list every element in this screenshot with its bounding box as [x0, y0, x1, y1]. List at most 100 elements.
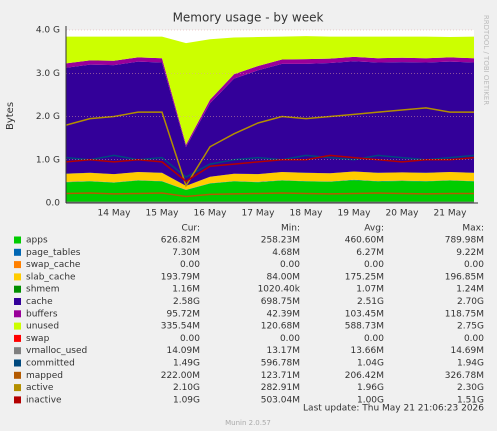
stat-value: 1.24M [456, 285, 484, 295]
stat-value: 1.49G [173, 359, 200, 369]
y-tick-label: 4.0 G [36, 26, 60, 36]
stat-value: 0.00 [180, 334, 200, 344]
stat-header: Min: [281, 224, 300, 234]
last-update: Last update: Thu May 21 21:06:23 2026 [303, 404, 484, 414]
area [66, 171, 474, 190]
stat-value: 2.51G [357, 297, 384, 307]
stat-value: 193.79M [161, 272, 200, 282]
legend-label: mapped [26, 371, 63, 381]
y-axis-label: Bytes [5, 102, 16, 130]
stat-value: 2.10G [173, 383, 200, 393]
x-tick-label: 17 May [242, 209, 276, 219]
stat-value: 14.69M [450, 346, 484, 356]
stat-value: 7.30M [172, 248, 200, 258]
legend-swatch [14, 248, 21, 256]
stat-value: 1.96G [357, 383, 384, 393]
stat-value: 282.91M [261, 383, 300, 393]
legend-label: vmalloc_used [26, 346, 87, 356]
stat-value: 103.45M [345, 309, 384, 319]
stat-value: 460.60M [345, 236, 384, 246]
legend-label: unused [26, 322, 59, 332]
stat-value: 0.00 [280, 334, 300, 344]
stat-header: Max: [462, 224, 484, 234]
legend-swatch [14, 384, 21, 392]
stat-value: 222.00M [161, 371, 200, 381]
stat-value: 95.72M [166, 309, 200, 319]
legend-label: apps [26, 236, 48, 246]
y-tick-label: 1.0 G [36, 155, 60, 165]
x-tick-label: 15 May [146, 209, 180, 219]
stat-value: 2.75G [457, 322, 484, 332]
stat-value: 2.58G [173, 297, 200, 307]
legend-swatch [14, 334, 21, 342]
legend-label: buffers [26, 309, 58, 319]
stat-value: 0.00 [364, 334, 384, 344]
stat-value: 0.00 [280, 260, 300, 270]
chart-title: Memory usage - by week [173, 11, 324, 25]
stat-value: 1.16M [172, 285, 200, 295]
stat-value: 120.68M [261, 322, 300, 332]
area [66, 180, 474, 203]
stat-value: 326.78M [445, 371, 484, 381]
stat-value: 0.00 [364, 260, 384, 270]
stat-value: 503.04M [261, 395, 300, 405]
legend-label: slab_cache [26, 272, 76, 282]
legend-swatch [14, 322, 21, 330]
legend-label: swap [26, 334, 50, 344]
x-tick-label: 20 May [386, 209, 420, 219]
stat-value: 9.22M [456, 248, 484, 258]
line [65, 107, 474, 188]
stat-value: 626.82M [161, 236, 200, 246]
stat-value: 588.73M [345, 322, 384, 332]
y-tick-label: 2.0 G [36, 112, 60, 122]
watermark: RRDTOOL / TOBI OETIKER [482, 15, 490, 105]
stat-value: 123.71M [261, 371, 300, 381]
legend-swatch [14, 261, 21, 269]
legend-swatch [14, 273, 21, 281]
legend-label: cache [26, 297, 53, 307]
stat-value: 698.75M [261, 297, 300, 307]
stat-value: 789.98M [445, 236, 484, 246]
legend-swatch [14, 396, 21, 404]
stat-value: 335.54M [161, 322, 200, 332]
line [65, 192, 474, 198]
stat-value: 196.85M [445, 272, 484, 282]
stat-value: 0.00 [464, 260, 484, 270]
stat-value: 14.09M [166, 346, 200, 356]
stat-value: 13.17M [266, 346, 300, 356]
stat-value: 0.00 [180, 260, 200, 270]
stat-value: 13.66M [350, 346, 384, 356]
legend-label: swap_cache [26, 260, 81, 270]
legend-label: inactive [26, 395, 62, 405]
stat-value: 2.30G [457, 383, 484, 393]
stat-value: 1020.40k [258, 285, 301, 295]
legend-swatch [14, 298, 21, 305]
stat-value: 0.00 [464, 334, 484, 344]
legend-swatch [14, 347, 21, 355]
stat-value: 1.94G [457, 359, 484, 369]
x-tick-label: 19 May [338, 209, 372, 219]
stat-value: 2.70G [457, 297, 484, 307]
legend-swatch [14, 285, 21, 293]
x-tick-label: 18 May [290, 209, 324, 219]
stat-value: 596.78M [261, 359, 300, 369]
legend-swatch [14, 359, 21, 367]
stat-value: 118.75M [445, 309, 484, 319]
y-tick-label: 0.0 [46, 199, 61, 209]
x-tick-label: 21 May [434, 209, 468, 219]
stat-value: 1.09G [173, 395, 200, 405]
area [66, 36, 474, 145]
stat-value: 6.27M [356, 248, 384, 258]
legend-swatch [14, 371, 21, 379]
stat-value: 1.51G [457, 395, 484, 405]
stat-value: 175.25M [345, 272, 384, 282]
stat-value: 1.07M [356, 285, 384, 295]
legend-swatch [14, 236, 21, 244]
area [66, 61, 474, 186]
legend-label: page_tables [26, 248, 81, 258]
stat-value: 42.39M [266, 309, 300, 319]
x-tick-label: 16 May [194, 209, 228, 219]
footer: Munin 2.0.57 [225, 419, 271, 427]
